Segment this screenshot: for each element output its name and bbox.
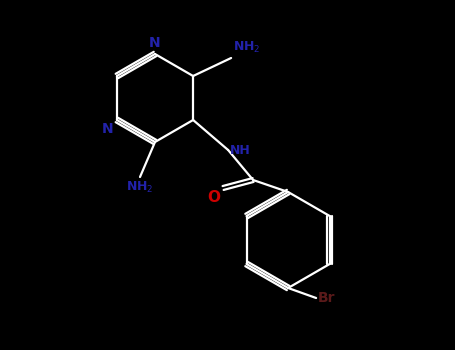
Text: O: O (207, 190, 220, 205)
Text: Br: Br (318, 291, 336, 305)
Text: NH$_2$: NH$_2$ (233, 40, 260, 55)
Text: N: N (101, 122, 113, 136)
Text: NH: NH (230, 144, 251, 156)
Text: NH$_2$: NH$_2$ (126, 180, 154, 195)
Text: N: N (149, 36, 161, 50)
